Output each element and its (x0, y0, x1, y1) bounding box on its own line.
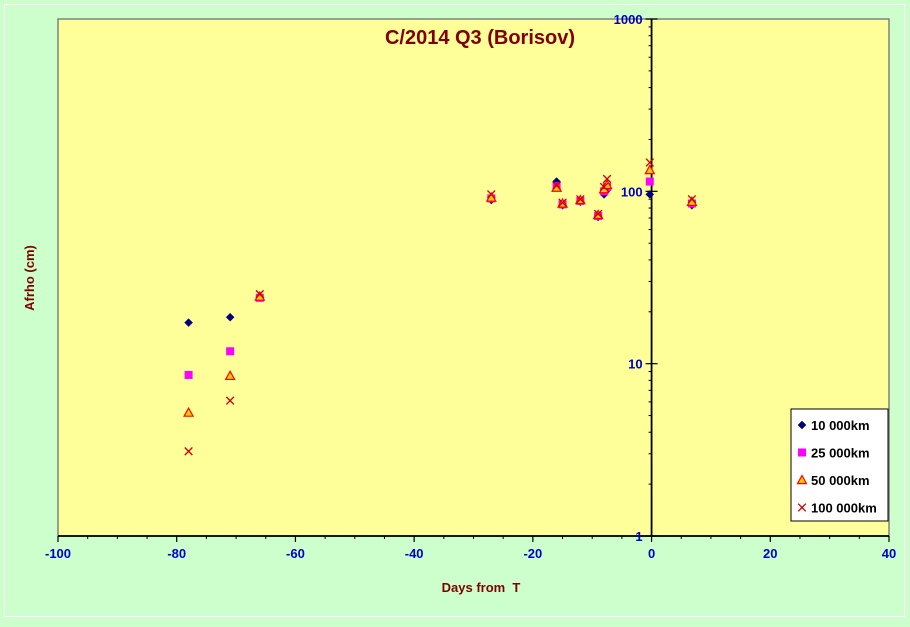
y-axis-label: Afrho (cm) (22, 245, 37, 311)
data-point-series-4 (255, 289, 265, 299)
data-point-series-4 (576, 194, 585, 204)
data-point-series-3 (224, 370, 236, 381)
x-tick-label: 20 (763, 546, 777, 561)
data-point-series-4 (487, 190, 496, 199)
y-tick-label: 1000 (614, 12, 643, 27)
data-point-series-2 (184, 370, 193, 379)
y-tick-label: 10 (628, 357, 642, 372)
legend-marker-3 (796, 474, 808, 485)
legend-marker-2 (798, 448, 806, 457)
x-axis-label: Days from T (442, 580, 521, 595)
legend: 10 000km 25 000km 50 000km 100 000km (790, 408, 889, 522)
legend-box (790, 408, 889, 522)
data-point-series-2 (645, 177, 654, 186)
data-point-series-4 (687, 194, 697, 204)
y-tick-label: 100 (621, 184, 643, 199)
chart-title: C/2014 Q3 (Borisov) (385, 27, 575, 49)
legend-label-2: 25 000km (811, 446, 870, 461)
legend-label-1: 10 000km (811, 418, 870, 433)
x-tick-label: -60 (286, 546, 305, 561)
data-point-series-4 (602, 174, 612, 184)
data-point-series-4 (225, 396, 235, 405)
data-point-series-4 (599, 182, 609, 192)
legend-label-3: 50 000km (811, 473, 870, 488)
plot-area (57, 18, 890, 537)
plot-layer: -100 -80 -60 -40 -20 0 20 40 1 10 100 1000 (45, 12, 896, 561)
data-point-series-4 (184, 447, 193, 456)
data-point-series-2 (226, 347, 235, 356)
data-point-series-3 (644, 164, 656, 175)
y-tick-label: 1 (635, 529, 642, 544)
legend-marker-1 (797, 420, 807, 430)
data-point-series-1 (225, 312, 235, 322)
x-tick-label: 40 (882, 546, 896, 561)
x-tick-label: -40 (405, 546, 424, 561)
data-point-series-4 (558, 198, 567, 207)
data-point-series-4 (645, 158, 655, 167)
legend-label-4: 100 000km (811, 501, 877, 516)
data-point-series-4 (552, 181, 561, 190)
x-tick-label: 0 (648, 546, 655, 561)
x-tick-label: -20 (523, 546, 542, 561)
data-point-series-1 (184, 318, 193, 327)
data-point-series-3 (183, 406, 195, 417)
data-point-series-1 (645, 190, 655, 199)
x-tick-label: -80 (167, 546, 186, 561)
data-point-series-4 (593, 209, 603, 219)
x-tick-label: -100 (45, 546, 71, 561)
legend-marker-4 (797, 503, 807, 512)
